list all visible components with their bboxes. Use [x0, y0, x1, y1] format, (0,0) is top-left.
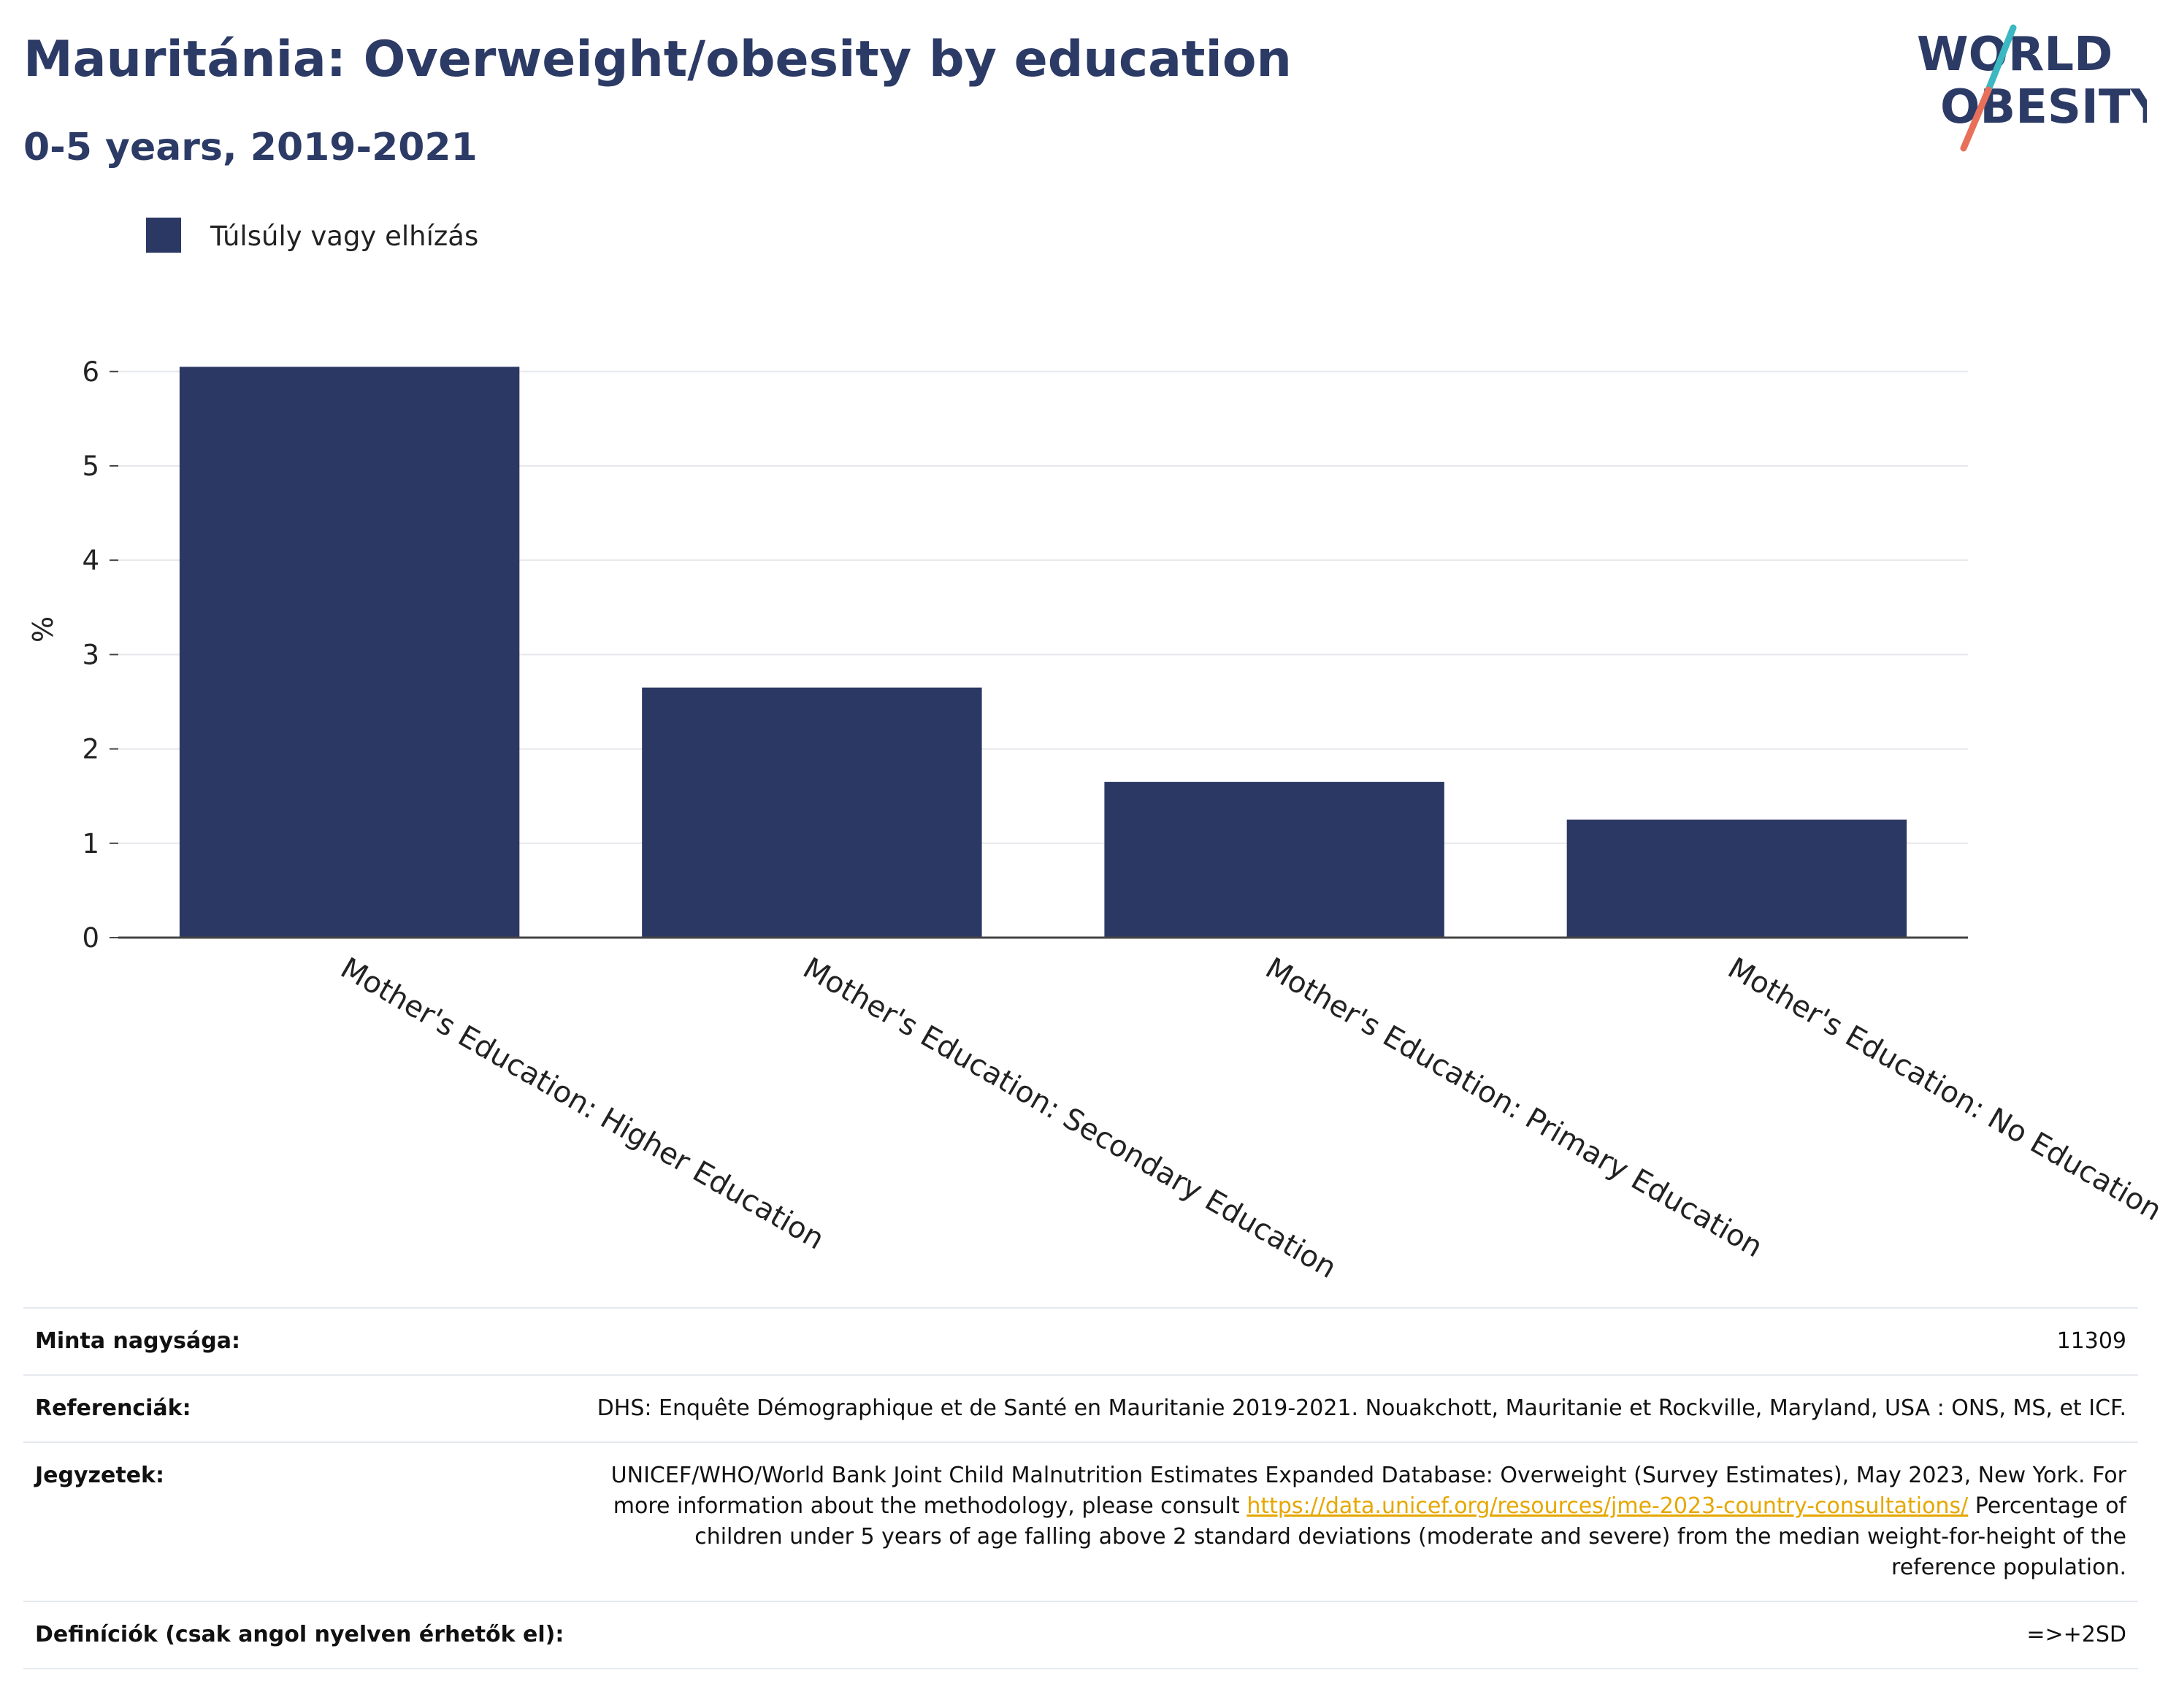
definitions-label: Definíciók (csak angol nyelven érhetők e…	[35, 1622, 564, 1647]
legend-label: Túlsúly vagy elhízás	[210, 221, 478, 252]
y-tick-label: 1	[82, 828, 99, 859]
sample-size-value: 11309	[2056, 1328, 2126, 1354]
legend: Túlsúly vagy elhízás	[146, 218, 478, 253]
methodology-link[interactable]: https://data.unicef.org/resources/jme-20…	[1246, 1493, 1969, 1519]
y-tick-label: 5	[82, 451, 99, 482]
table-row-references: Referenciák: DHS: Enquête Démographique …	[23, 1375, 2138, 1442]
table-row-sample-size: Minta nagysága: 11309	[23, 1308, 2138, 1375]
bar	[1566, 819, 1907, 938]
table-row-notes: Jegyzetek: UNICEF/WHO/World Bank Joint C…	[23, 1442, 2138, 1601]
y-tick-label: 4	[82, 545, 99, 576]
world-obesity-logo: WORLD OBESITY	[1917, 24, 2147, 152]
notes-text-before: UNICEF/WHO/World Bank Joint Child Malnut…	[610, 1463, 2126, 1519]
y-tick-label: 0	[82, 922, 99, 954]
references-label: Referenciák:	[35, 1395, 191, 1421]
y-axis-label: %	[27, 616, 59, 643]
bars	[179, 367, 1907, 938]
bar	[1104, 781, 1444, 938]
x-tick-label: Mother's Education: Primary Education	[1260, 951, 1768, 1265]
bar	[642, 687, 982, 938]
info-table: Minta nagysága: 11309 Referenciák: DHS: …	[23, 1307, 2138, 1669]
logo-slash-bottom	[1960, 86, 1992, 152]
legend-swatch	[146, 218, 181, 253]
definitions-value: =>+2SD	[2026, 1622, 2126, 1647]
bar-chart: Túlsúly vagy elhízás % 0 1 2 3 4 5 6 Mother's …	[27, 218, 2160, 1285]
x-tick-label: Mother's Education: Higher Education	[335, 951, 830, 1257]
y-axis-ticks: 0 1 2 3 4 5 6	[82, 356, 118, 954]
table-row-definitions: Definíciók (csak angol nyelven érhetők e…	[23, 1601, 2138, 1669]
y-tick-label: 6	[82, 356, 99, 388]
x-tick-label: Mother's Education: Secondary Education	[797, 951, 1342, 1285]
logo-slash-top	[1985, 24, 2017, 93]
logo-word-world: WORLD	[1917, 28, 2113, 82]
references-value: DHS: Enquête Démographique et de Santé e…	[597, 1395, 2126, 1421]
notes-label: Jegyzetek:	[35, 1463, 164, 1488]
notes-value: UNICEF/WHO/World Bank Joint Child Malnut…	[575, 1442, 2138, 1601]
notes-text-after: Percentage of children under 5 years of …	[694, 1493, 2126, 1580]
chart-subtitle: 0-5 years, 2019-2021	[23, 126, 478, 169]
y-tick-label: 2	[82, 734, 99, 765]
y-tick-label: 3	[82, 639, 99, 670]
chart-title: Mauritánia: Overweight/obesity by educat…	[23, 31, 1292, 88]
bar	[179, 367, 520, 938]
x-tick-label: Mother's Education: No Education	[1722, 951, 2160, 1228]
x-axis-ticks: Mother's Education: Higher EducationMoth…	[335, 951, 2160, 1285]
sample-size-label: Minta nagysága:	[35, 1328, 240, 1354]
